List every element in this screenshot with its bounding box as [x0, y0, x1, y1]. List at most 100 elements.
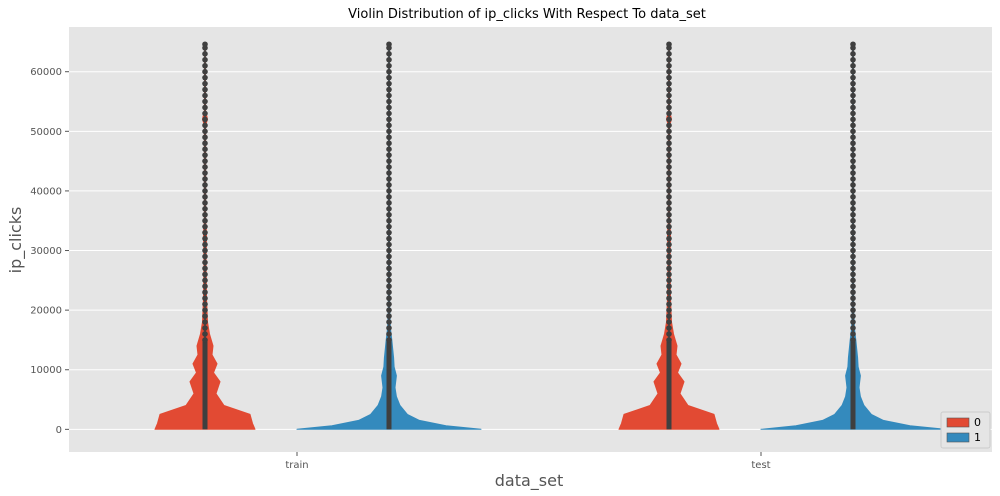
outlier-point [386, 134, 392, 141]
outlier-point [386, 223, 392, 230]
legend: 0 1 [940, 411, 991, 449]
y-axis-label: ip_clicks [6, 207, 26, 274]
outlier-point [666, 307, 672, 313]
outlier-point [850, 188, 856, 194]
outlier-point [386, 146, 392, 152]
outlier-point [850, 206, 856, 212]
outlier-point [202, 253, 208, 260]
outlier-point [850, 41, 856, 48]
outlier-point [666, 313, 672, 319]
outlier-point [202, 74, 208, 81]
outlier-point [202, 188, 208, 194]
outlier-point [202, 200, 208, 206]
outlier-point [850, 277, 856, 284]
outlier-point [666, 122, 672, 129]
outlier-point [850, 271, 856, 278]
outlier-point [850, 331, 856, 337]
y-tick-label: 0 [56, 425, 62, 436]
outlier-point [202, 277, 208, 284]
y-tick-label: 20000 [30, 306, 62, 317]
outlier-point [666, 176, 672, 182]
outlier-point [666, 164, 672, 170]
outlier-point [202, 146, 208, 152]
y-tick-label: 30000 [30, 246, 62, 257]
outlier-point [666, 289, 672, 296]
outlier-point [202, 176, 208, 182]
outlier-point [850, 265, 856, 272]
outlier-point [666, 98, 672, 105]
outlier-point [202, 337, 208, 343]
outlier-point [386, 235, 392, 242]
outlier-point [666, 140, 672, 147]
outlier-point [386, 98, 392, 105]
outlier-point [850, 152, 856, 158]
outlier-point [202, 62, 208, 69]
chart-title: Violin Distribution of ip_clicks With Re… [348, 7, 706, 22]
outlier-point [386, 41, 392, 48]
outlier-point [386, 307, 392, 313]
outlier-point [666, 241, 672, 248]
legend-swatch-1 [946, 432, 970, 443]
outlier-point [850, 223, 856, 230]
outlier-point [666, 253, 672, 260]
outlier-point [850, 164, 856, 170]
outlier-point [386, 164, 392, 170]
outlier-point [386, 211, 392, 218]
outlier-point [666, 104, 672, 111]
outlier-point [202, 265, 208, 272]
y-tick-label: 40000 [30, 186, 62, 197]
outlier-point [202, 41, 208, 48]
outlier-point [666, 295, 672, 302]
outlier-point [666, 211, 672, 218]
outlier-point [666, 235, 672, 242]
outlier-point [202, 68, 208, 75]
outlier-point [202, 170, 208, 176]
outlier-point [666, 62, 672, 69]
x-axis-label: data_set [495, 471, 564, 491]
outlier-point [202, 211, 208, 218]
outlier-point [202, 325, 208, 331]
outlier-point [666, 80, 672, 87]
outlier-point [666, 283, 672, 290]
outlier-point [850, 176, 856, 182]
outlier-point [666, 200, 672, 206]
outlier-point [386, 241, 392, 248]
outlier-point [202, 152, 208, 158]
outlier-point [850, 62, 856, 69]
outlier-point [202, 247, 208, 254]
outlier-point [850, 301, 856, 307]
outlier-point [850, 253, 856, 260]
outlier-point [202, 259, 208, 266]
outlier-point [850, 68, 856, 75]
outlier-point [202, 307, 208, 313]
outlier-point [850, 104, 856, 111]
outlier-point [850, 235, 856, 242]
outlier-point [386, 158, 392, 164]
outlier-point [850, 146, 856, 152]
outlier-point [386, 277, 392, 284]
outlier-point [666, 51, 672, 57]
outlier-point [850, 51, 856, 57]
outlier-point [666, 319, 672, 325]
outlier-point [850, 98, 856, 105]
outlier-point [666, 128, 672, 135]
outlier-point [386, 319, 392, 325]
outlier-point [386, 170, 392, 176]
outlier-point [202, 128, 208, 135]
outlier-point [386, 116, 392, 123]
outlier-point [666, 110, 672, 117]
legend-label-0: 0 [974, 416, 981, 429]
outlier-point [850, 74, 856, 81]
outlier-point [666, 325, 672, 331]
outlier-point [666, 158, 672, 164]
outlier-point [666, 152, 672, 158]
outlier-point [666, 337, 672, 343]
outlier-point [386, 104, 392, 111]
outlier-point [850, 140, 856, 147]
outlier-point [850, 289, 856, 296]
outlier-point [386, 253, 392, 260]
outlier-point [386, 86, 392, 93]
outlier-point [386, 229, 392, 236]
outlier-point [202, 80, 208, 87]
outlier-point [850, 116, 856, 123]
